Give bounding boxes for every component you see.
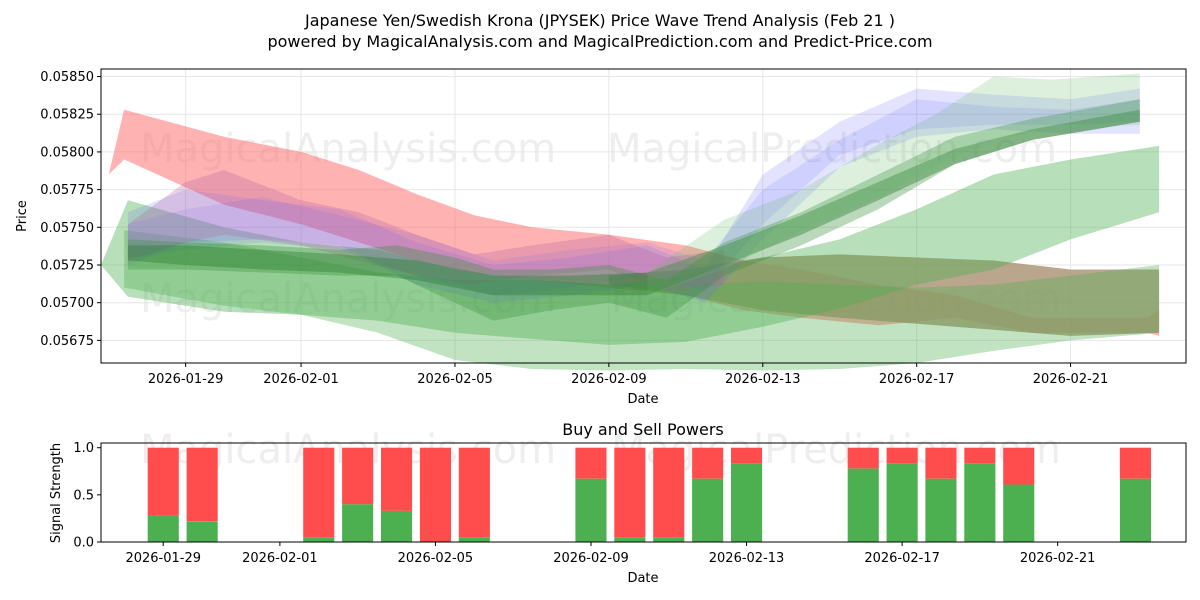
price-x-axis-title: Date bbox=[627, 392, 658, 407]
signal-chart: Buy and Sell Powers 2026-01-29 2026-02-01… bbox=[49, 420, 1187, 586]
price-y-tick-label: 0.05850 bbox=[40, 70, 94, 85]
price-y-tick-label: 0.05675 bbox=[40, 334, 94, 349]
price-band-purple-1 bbox=[127, 170, 725, 291]
signal-axes: 2026-01-29 2026-02-01 2026-02-05 2026-02-09… bbox=[73, 441, 1095, 566]
buy-bar bbox=[925, 478, 957, 542]
sell-bar bbox=[692, 447, 724, 479]
sell-bar bbox=[381, 447, 413, 511]
sell-bar bbox=[886, 447, 918, 464]
signal-x-tick-label: 2026-02-09 bbox=[553, 551, 629, 566]
price-y-tick-label: 0.05775 bbox=[40, 183, 94, 198]
signal-bars bbox=[147, 447, 1151, 542]
price-axes: 2026-01-29 2026-02-01 2026-02-05 2026-02-09… bbox=[40, 70, 1108, 387]
sell-bar bbox=[1003, 447, 1035, 485]
buy-bar bbox=[886, 463, 918, 542]
buy-bar bbox=[731, 463, 763, 542]
sell-bar bbox=[575, 447, 607, 479]
buy-bar bbox=[186, 521, 218, 542]
signal-x-tick-label: 2026-02-05 bbox=[398, 551, 474, 566]
buy-bar bbox=[614, 537, 646, 542]
buy-bar bbox=[147, 515, 179, 542]
signal-x-tick-label: 2026-02-01 bbox=[242, 551, 318, 566]
price-x-tick-label: 2026-02-05 bbox=[417, 372, 493, 387]
sell-bar bbox=[847, 447, 879, 469]
buy-bar bbox=[303, 537, 335, 542]
signal-x-tick-label: 2026-01-29 bbox=[125, 551, 201, 566]
sell-bar bbox=[186, 447, 218, 522]
price-y-tick-label: 0.05725 bbox=[40, 259, 94, 274]
watermark-middle-left: MagicalAnalysis.com bbox=[140, 276, 556, 322]
price-y-tick-label: 0.05750 bbox=[40, 221, 94, 236]
buy-bar bbox=[381, 510, 413, 542]
buy-bar bbox=[458, 537, 490, 542]
watermark-top-right: MagicalPrediction.com bbox=[607, 126, 1057, 172]
signal-x-axis-title: Date bbox=[627, 571, 658, 586]
price-band-tan-band bbox=[608, 254, 1160, 336]
price-band-green-streak-1 bbox=[127, 99, 1140, 321]
sell-bar bbox=[147, 447, 179, 516]
price-x-tick-label: 2026-02-01 bbox=[263, 372, 339, 387]
signal-y-axis-title: Signal Strength bbox=[49, 443, 64, 543]
signal-plot-frame bbox=[100, 442, 1187, 543]
price-band-green-streak-2 bbox=[127, 109, 1140, 296]
chart-subtitle: powered by MagicalAnalysis.com and Magic… bbox=[267, 32, 932, 51]
signal-x-tick-label: 2026-02-17 bbox=[864, 551, 940, 566]
sell-bar bbox=[653, 447, 685, 538]
chart-title: Japanese Yen/Swedish Krona (JPYSEK) Pric… bbox=[304, 11, 895, 30]
sell-bar bbox=[964, 447, 996, 464]
sell-bar bbox=[419, 447, 451, 542]
signal-chart-title: Buy and Sell Powers bbox=[562, 420, 724, 439]
price-band-blue-2 bbox=[127, 99, 1140, 296]
price-bands bbox=[101, 73, 1160, 371]
sell-bar bbox=[1119, 447, 1151, 479]
price-chart: 2026-01-29 2026-02-01 2026-02-05 2026-02-09… bbox=[15, 68, 1187, 407]
price-x-tick-label: 2026-01-29 bbox=[148, 372, 224, 387]
buy-bar bbox=[847, 468, 879, 542]
buy-bar bbox=[342, 504, 374, 542]
price-x-tick-label: 2026-02-09 bbox=[571, 372, 647, 387]
sell-bar bbox=[342, 447, 374, 505]
buy-bar bbox=[1119, 478, 1151, 542]
price-x-tick-label: 2026-02-21 bbox=[1033, 372, 1109, 387]
price-y-tick-label: 0.05800 bbox=[40, 145, 94, 160]
price-band-light-green-upper bbox=[647, 73, 1140, 296]
price-band-blue-1 bbox=[127, 88, 1140, 303]
signal-y-tick-label: 0.0 bbox=[73, 536, 94, 551]
sell-bar bbox=[925, 447, 957, 479]
sell-bar bbox=[731, 447, 763, 464]
buy-bar bbox=[575, 478, 607, 542]
price-y-axis-title: Price bbox=[15, 200, 30, 232]
sell-bar bbox=[303, 447, 335, 538]
buy-bar bbox=[1003, 484, 1035, 542]
sell-bar bbox=[458, 447, 490, 538]
buy-bar bbox=[692, 478, 724, 542]
sell-bar bbox=[614, 447, 646, 538]
price-x-tick-label: 2026-02-17 bbox=[879, 372, 955, 387]
signal-x-tick-label: 2026-02-13 bbox=[709, 551, 785, 566]
price-band-red-band bbox=[108, 109, 1160, 336]
buy-bar bbox=[653, 537, 685, 542]
price-band-green-lower bbox=[124, 230, 1160, 371]
signal-y-tick-label: 1.0 bbox=[73, 441, 94, 456]
price-x-tick-label: 2026-02-13 bbox=[725, 372, 801, 387]
buy-bar bbox=[964, 463, 996, 542]
price-plot-frame bbox=[100, 68, 1187, 364]
price-y-tick-label: 0.05700 bbox=[40, 296, 94, 311]
signal-y-tick-label: 0.5 bbox=[73, 488, 94, 503]
price-band-green-wide bbox=[101, 145, 1160, 345]
signal-x-tick-label: 2026-02-21 bbox=[1020, 551, 1096, 566]
price-y-tick-label: 0.05825 bbox=[40, 108, 94, 123]
